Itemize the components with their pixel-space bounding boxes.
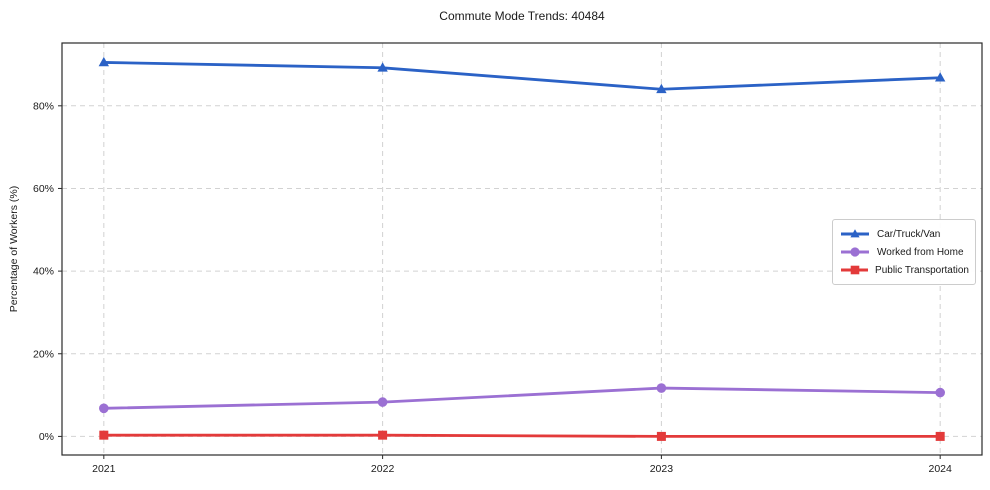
legend-item: Worked from Home [840,243,969,261]
legend: Car/Truck/Van Worked from Home Public Tran… [832,219,976,285]
y-tick-label: 20% [33,348,54,360]
circle-marker [377,397,388,407]
series-line-square [102,433,942,438]
legend-label: Public Transportation [875,264,969,276]
circle-marker [656,383,667,393]
y-tick-label: 40% [33,266,54,278]
chart-title: Commute Mode Trends: 40484 [439,9,605,23]
triangle-marker [377,62,388,72]
plot-border [61,42,983,456]
series-line-triangle [102,61,942,91]
legend-item: Car/Truck/Van [840,225,969,243]
x-tick-label: 2024 [929,463,953,475]
legend-item: Public Transportation [840,261,969,279]
legend-circle-icon [841,247,869,257]
legend-triangle-icon [841,229,869,238]
triangle-marker [934,72,946,82]
legend-label: Car/Truck/Van [877,228,941,240]
triangle-marker [656,83,667,94]
x-tick-label: 2023 [650,463,674,475]
square-marker [99,430,109,440]
circle-marker [935,387,945,398]
legend-label: Worked from Home [877,246,964,258]
y-tick-label: 0% [39,431,54,443]
square-marker [378,430,388,440]
y-tick-label: 60% [33,183,54,195]
square-marker [935,431,945,441]
y-tick-label: 80% [33,100,54,112]
square-marker [656,431,666,441]
legend-square-icon [841,265,869,275]
x-tick-label: 2021 [92,463,116,475]
triangle-marker [98,56,110,67]
series-line-circle [102,386,942,410]
x-tick-label: 2022 [371,463,395,475]
circle-marker [99,403,109,414]
